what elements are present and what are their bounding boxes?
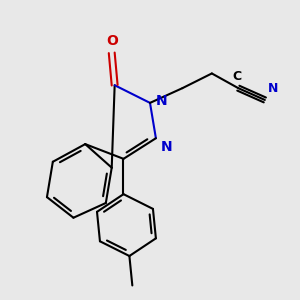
Text: C: C	[232, 70, 242, 83]
Text: N: N	[268, 82, 278, 94]
Text: N: N	[161, 140, 173, 154]
Text: O: O	[106, 34, 118, 48]
Text: N: N	[155, 94, 167, 108]
